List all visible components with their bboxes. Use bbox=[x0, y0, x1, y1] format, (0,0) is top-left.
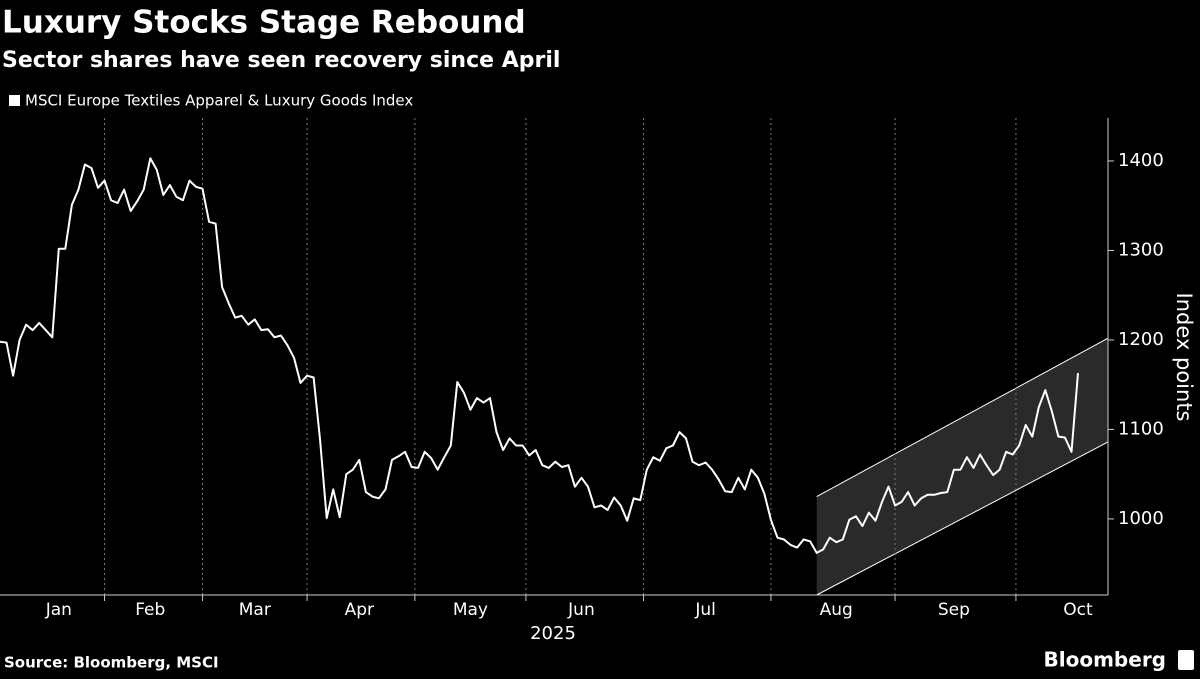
y-tick-label: 1300 bbox=[1118, 239, 1164, 260]
x-tick-label: Aug bbox=[820, 600, 853, 620]
source: Source: Bloomberg, MSCI bbox=[4, 654, 219, 672]
y-axis-label: Index points bbox=[1172, 293, 1196, 422]
x-tick-label: Oct bbox=[1063, 600, 1093, 620]
x-tick-label: Jul bbox=[694, 600, 716, 620]
x-tick-label: Jun bbox=[567, 600, 595, 620]
y-tick-label: 1200 bbox=[1118, 329, 1164, 350]
x-axis-label: 2025 bbox=[530, 623, 576, 644]
channel-lower bbox=[816, 441, 1109, 596]
legend-label: MSCI Europe Textiles Apparel & Luxury Go… bbox=[25, 92, 413, 110]
channel-upper bbox=[816, 337, 1109, 497]
brand: Bloomberg bbox=[1044, 648, 1166, 672]
x-tick-label: Apr bbox=[345, 600, 374, 620]
series-line bbox=[0, 157, 1079, 554]
legend-swatch bbox=[9, 95, 20, 106]
y-tick-label: 1400 bbox=[1118, 150, 1164, 171]
x-tick-label: May bbox=[453, 600, 488, 620]
chart-title: Luxury Stocks Stage Rebound bbox=[2, 5, 526, 41]
x-tick-label: Mar bbox=[239, 600, 271, 620]
x-tick-label: Jan bbox=[45, 600, 72, 620]
x-tick-label: Sep bbox=[938, 600, 970, 620]
x-tick-label: Feb bbox=[135, 600, 165, 620]
chart-subtitle: Sector shares have seen recovery since A… bbox=[2, 48, 560, 73]
y-tick-label: 1000 bbox=[1118, 508, 1164, 529]
y-tick-label: 1100 bbox=[1118, 418, 1164, 439]
brand-icon bbox=[1178, 650, 1194, 670]
